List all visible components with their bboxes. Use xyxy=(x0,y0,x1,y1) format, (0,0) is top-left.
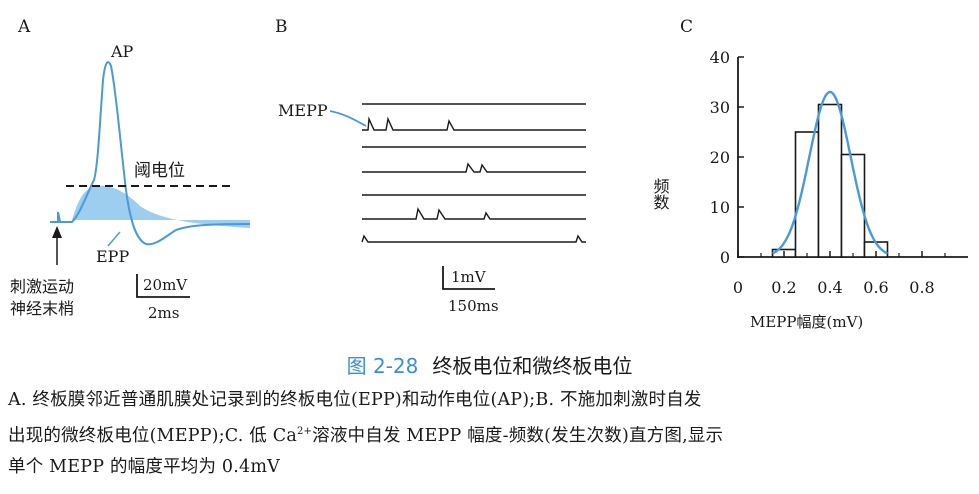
mepp-trace-4 xyxy=(362,162,586,173)
mepp-trace-7 xyxy=(361,234,586,243)
y-tick-label: 20 xyxy=(710,148,730,167)
caption-line-2: 出现的微终板电位(MEPP);C. 低 Ca2+溶液中自发 MEPP 幅度-频数… xyxy=(8,416,973,452)
figure-caption-title: 图 2-28 终板电位和微终板电位 xyxy=(0,350,979,379)
x-tick-label: 0.2 xyxy=(771,278,796,297)
gaussian-fit-curve xyxy=(771,90,889,255)
y-tick-label: 10 xyxy=(710,198,730,217)
caption-line-3: 单个 MEPP 的幅度平均为 0.4mV xyxy=(8,456,280,477)
x-tick-label: 0 xyxy=(733,278,743,297)
stimulus-arrow-head xyxy=(52,226,62,238)
scale-bar-b xyxy=(442,266,495,290)
y-axis-title: 频数 xyxy=(651,178,670,210)
epp-pointer xyxy=(107,231,121,247)
x-tick-label: 0.6 xyxy=(863,278,888,297)
histogram: 0 10 20 30 40 0 0.2 0.4 0.6 0.8 xyxy=(710,48,968,297)
stimulus-label-line1: 刺激运动 xyxy=(10,277,74,296)
epp-label: EPP xyxy=(96,247,129,266)
panel-b-label: B xyxy=(275,17,288,37)
caption-line-2-a: 出现的微终板电位(MEPP);C. 低 Ca xyxy=(8,425,297,446)
histogram-bar xyxy=(817,103,843,258)
panel-c: C 频数 MEPP幅度(mV) 0 10 20 30 40 0 0.2 0.4 0.6 0.8 xyxy=(651,17,968,331)
ap-label: AP xyxy=(110,42,134,61)
y-tick-label: 30 xyxy=(710,98,730,117)
mepp-label: MEPP xyxy=(278,101,328,120)
panel-b: B MEPP 1mV 150ms xyxy=(275,17,586,315)
caption-superscript: 2+ xyxy=(296,426,313,437)
ap-trace xyxy=(50,61,251,246)
figure-panels: A AP 阈电位 EPP 刺激运动 神经末梢 20mV 2ms B MEPP xyxy=(10,17,968,331)
x-tick-label: 0.8 xyxy=(909,278,934,297)
figure-title: 终板电位和微终板电位 xyxy=(432,354,633,378)
figure-number: 图 2-28 xyxy=(346,354,419,378)
caption-line-1: A. 终板膜邻近普通肌膜处记录到的终板电位(EPP)和动作电位(AP);B. 不… xyxy=(8,390,702,410)
caption-line-2-b: 溶液中自发 MEPP 幅度-频数(发生次数)直方图,显示 xyxy=(312,425,724,446)
mepp-trace-2 xyxy=(362,116,586,131)
y-tick-label: 40 xyxy=(710,48,730,67)
panel-a-label: A xyxy=(17,17,31,37)
scale-b-voltage: 1mV xyxy=(451,268,487,286)
scale-b-time: 150ms xyxy=(448,297,499,315)
scale-bar-a xyxy=(136,274,190,298)
scale-a-time: 2ms xyxy=(148,304,179,322)
mepp-pointer xyxy=(329,110,367,127)
scale-a-voltage: 20mV xyxy=(143,276,188,294)
threshold-label: 阈电位 xyxy=(134,161,185,181)
epp-fill-area xyxy=(60,185,250,228)
x-tick-label: 0.4 xyxy=(817,278,842,297)
panel-a: A AP 阈电位 EPP 刺激运动 神经末梢 20mV 2ms xyxy=(10,17,251,322)
x-axis-title: MEPP幅度(mV) xyxy=(750,313,863,331)
figure-caption-body: A. 终板膜邻近普通肌膜处记录到的终板电位(EPP)和动作电位(AP);B. 不… xyxy=(8,385,973,483)
histogram-bar xyxy=(794,131,820,258)
panel-c-label: C xyxy=(680,17,693,37)
mepp-trace-6 xyxy=(362,207,586,220)
stimulus-label-line2: 神经末梢 xyxy=(10,299,74,318)
y-tick-label: 0 xyxy=(720,248,730,267)
